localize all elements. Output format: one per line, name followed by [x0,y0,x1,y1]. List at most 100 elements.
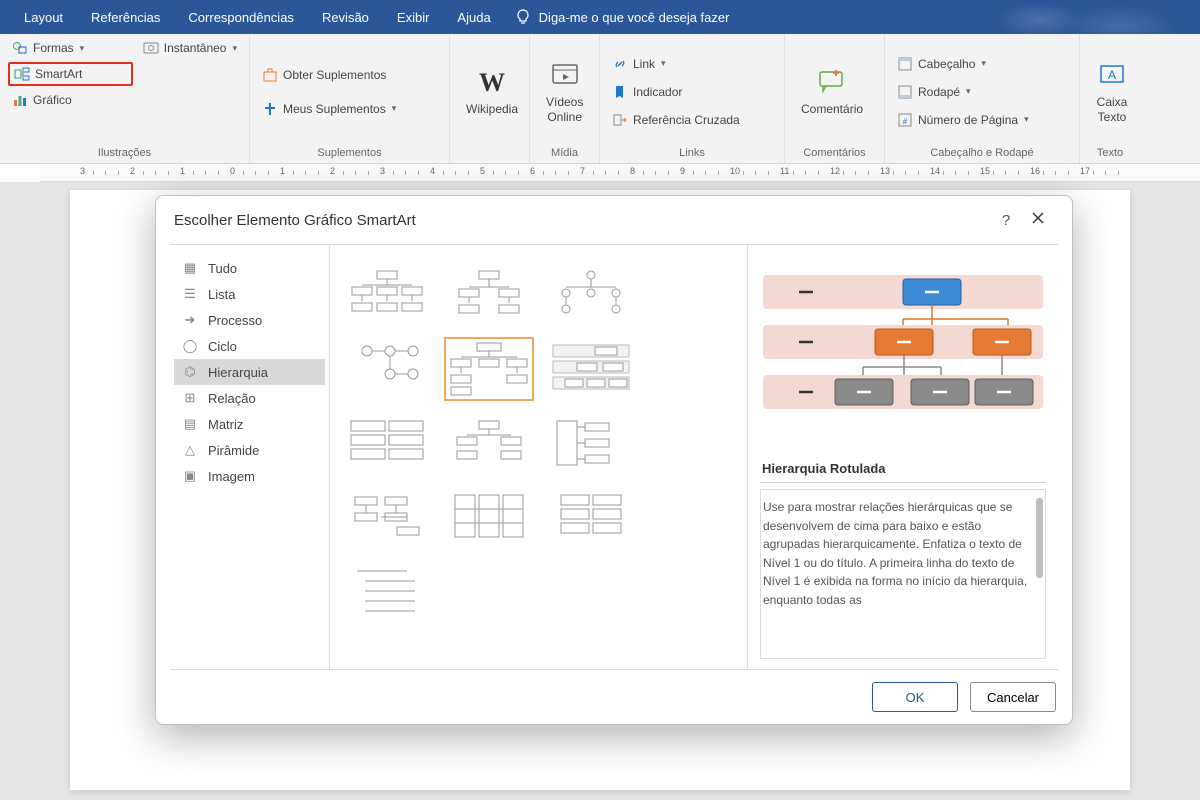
category-label: Relação [208,391,256,406]
smartart-button[interactable]: SmartArt [8,62,133,86]
grafico-button[interactable]: Gráfico [8,90,133,110]
category-relação[interactable]: ⊞ Relação [174,385,325,411]
category-icon: ⊞ [182,390,198,406]
pagenum-icon: # [897,112,913,128]
ribbon: Formas ▾ SmartArt Gráfico Instantâneo▾ Il… [0,34,1200,164]
ref-cruzada-label: Referência Cruzada [633,113,740,127]
chevron-down-icon: ▾ [981,58,986,69]
group-label-comentarios: Comentários [793,145,876,163]
layout-thumb[interactable] [342,485,432,549]
videos-online-button[interactable]: Vídeos Online [538,38,591,145]
chevron-down-icon: ▾ [80,43,85,54]
link-icon [612,56,628,72]
crossref-icon [612,112,628,128]
tab-layout[interactable]: Layout [10,0,77,34]
layout-thumb[interactable] [546,411,636,475]
group-label-texto: Texto [1088,145,1132,163]
layout-thumb[interactable] [444,485,534,549]
caixa-texto-button[interactable]: A Caixa Texto [1088,38,1136,145]
link-button[interactable]: Link▾ [608,54,744,74]
indicador-label: Indicador [633,85,682,99]
group-label-ilustracoes: Ilustrações [8,145,241,163]
layout-thumb[interactable] [444,263,534,327]
layout-thumb[interactable] [546,263,636,327]
group-label-cabecalho-rodape: Cabeçalho e Rodapé [893,145,1071,163]
group-label-suplementos: Suplementos [258,145,441,163]
header-icon [897,56,913,72]
chevron-down-icon: ▾ [966,86,971,97]
rodape-button[interactable]: Rodapé ▾ [893,82,1033,102]
close-button[interactable] [1022,211,1054,229]
meus-suplementos-button[interactable]: Meus Suplementos▾ [258,99,400,119]
cancel-button[interactable]: Cancelar [970,682,1056,712]
layout-thumb[interactable] [444,411,534,475]
rodape-label: Rodapé [918,85,960,99]
textbox-icon: A [1096,59,1128,91]
layout-thumb[interactable] [342,337,432,401]
preview-graphic [760,259,1046,449]
preview-pane: Hierarquia Rotulada Use para mostrar rel… [748,245,1058,669]
layout-thumb[interactable] [546,337,636,401]
numero-pagina-label: Número de Página [918,113,1018,127]
chevron-down-icon: ▾ [232,43,237,54]
category-hierarquia[interactable]: ⌬Hierarquia [174,359,325,385]
cabecalho-button[interactable]: Cabeçalho ▾ [893,54,1033,74]
comentario-button[interactable]: Comentário [793,38,871,145]
numero-pagina-button[interactable]: # Número de Página▾ [893,110,1033,130]
video-icon [549,59,581,91]
link-label: Link [633,57,655,71]
category-icon: ⌬ [182,364,198,380]
category-lista[interactable]: ☰Lista [174,281,325,307]
category-matriz[interactable]: ▤Matriz [174,411,325,437]
tell-me[interactable]: Diga-me o que você deseja fazer [515,9,730,25]
wikipedia-label: Wikipedia [466,102,518,116]
indicador-button[interactable]: Indicador [608,82,744,102]
layout-thumb[interactable] [342,559,432,623]
formas-button[interactable]: Formas ▾ [8,38,133,58]
tab-revisao[interactable]: Revisão [308,0,383,34]
layout-thumb[interactable] [444,337,534,401]
cabecalho-label: Cabeçalho [918,57,975,71]
preview-description: Use para mostrar relações hierárquicas q… [760,489,1046,659]
category-label: Processo [208,313,262,328]
tab-exibir[interactable]: Exibir [383,0,444,34]
smartart-dialog: Escolher Elemento Gráfico SmartArt ? ▦Tu… [155,195,1073,725]
category-ciclo[interactable]: ◯ Ciclo [174,333,325,359]
tab-referencias[interactable]: Referências [77,0,174,34]
tab-correspondencias[interactable]: Correspondências [174,0,308,34]
dialog-title: Escolher Elemento Gráfico SmartArt [174,212,416,229]
group-label-wikipedia [458,145,521,163]
category-label: Ciclo [208,339,237,354]
ok-button[interactable]: OK [872,682,958,712]
layout-thumb[interactable] [546,485,636,549]
category-label: Lista [208,287,235,302]
tab-ajuda[interactable]: Ajuda [443,0,504,34]
chart-icon [12,92,28,108]
decorative-cloud [980,0,1180,50]
category-icon: ◯ [182,338,198,354]
category-icon: △ [182,442,198,458]
wikipedia-button[interactable]: W Wikipedia [458,38,526,145]
category-processo[interactable]: ➜ Processo [174,307,325,333]
meus-suplementos-label: Meus Suplementos [283,102,386,116]
shapes-icon [12,40,28,56]
category-icon: ▦ [182,260,198,276]
horizontal-ruler[interactable]: 32101234567891011121314151617 [40,164,1200,182]
category-imagem[interactable]: ▣Imagem [174,463,325,489]
instantaneo-button[interactable]: Instantâneo▾ [139,38,241,58]
help-button[interactable]: ? [990,212,1022,229]
svg-text:#: # [903,117,908,126]
footer-icon [897,84,913,100]
obter-suplementos-button[interactable]: Obter Suplementos [258,65,400,85]
category-tudo[interactable]: ▦Tudo [174,255,325,281]
category-pirâmide[interactable]: △Pirâmide [174,437,325,463]
category-label: Matriz [208,417,243,432]
layout-thumb[interactable] [342,411,432,475]
group-label-links: Links [608,145,776,163]
category-icon: ➜ [182,312,198,328]
smartart-icon [14,66,30,82]
tell-me-label: Diga-me o que você deseja fazer [539,10,730,25]
layout-thumb[interactable] [342,263,432,327]
formas-label: Formas [33,41,74,55]
ref-cruzada-button[interactable]: Referência Cruzada [608,110,744,130]
